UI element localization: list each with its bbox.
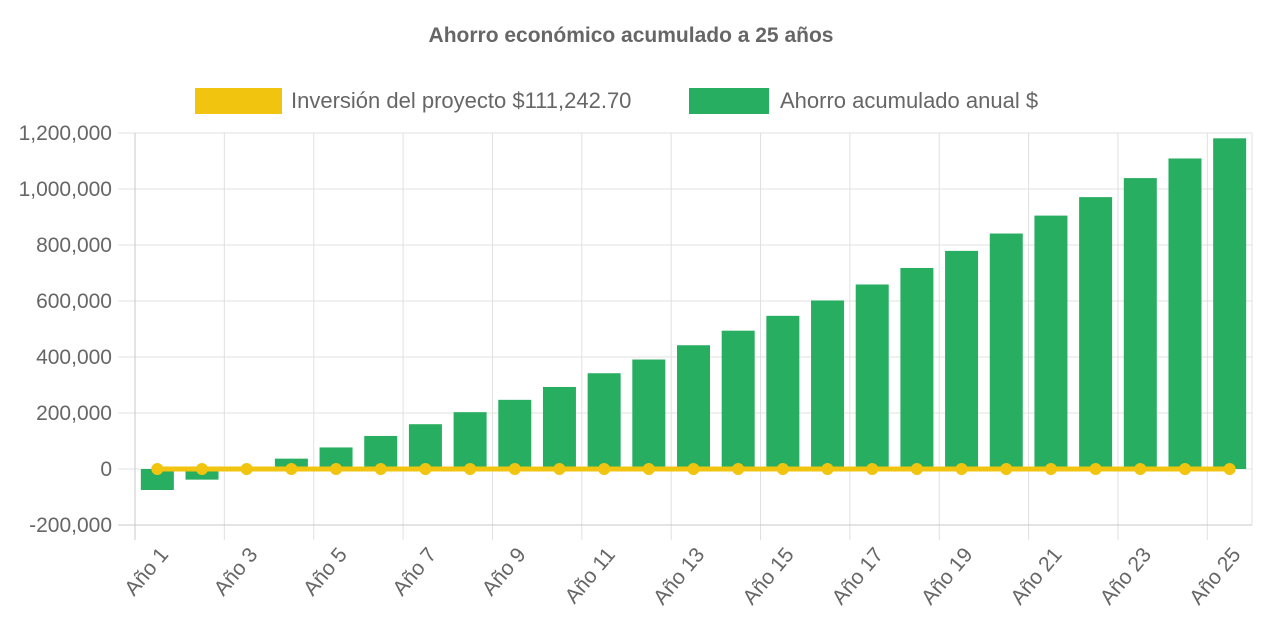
x-tick-label: Año 21 xyxy=(1006,543,1066,609)
investment-point xyxy=(732,463,745,475)
savings-bar xyxy=(855,284,889,469)
legend-label-savings: Ahorro acumulado anual $ xyxy=(780,88,1038,113)
investment-point xyxy=(240,463,253,475)
x-tick-label: Año 9 xyxy=(478,543,531,600)
investment-point xyxy=(464,463,477,475)
investment-point xyxy=(1000,463,1013,475)
investment-point xyxy=(553,463,566,475)
x-tick-label: Año 7 xyxy=(388,543,441,600)
investment-point xyxy=(598,463,611,475)
investment-point xyxy=(776,463,789,475)
x-tick-label: Año 13 xyxy=(649,543,709,609)
x-tick-label: Año 15 xyxy=(738,543,798,609)
y-tick-label: 1,000,000 xyxy=(19,178,112,201)
investment-point xyxy=(285,463,298,475)
y-tick-label: 0 xyxy=(100,458,112,481)
investment-point xyxy=(330,463,343,475)
savings-bar xyxy=(453,412,487,469)
y-tick-label: 800,000 xyxy=(36,234,112,257)
x-tick-label: Año 23 xyxy=(1096,543,1156,609)
x-tick-label: Año 5 xyxy=(299,543,352,600)
legend-item-investment[interactable]: Inversión del proyecto $111,242.70 xyxy=(195,88,631,114)
savings-bar xyxy=(1079,197,1113,469)
savings-bar xyxy=(319,447,353,469)
savings-bar xyxy=(989,233,1023,469)
legend-label-investment: Inversión del proyecto $111,242.70 xyxy=(291,88,631,113)
x-tick-label: Año 3 xyxy=(210,543,263,600)
investment-point xyxy=(1223,463,1236,475)
savings-bar xyxy=(945,250,979,469)
savings-bar xyxy=(542,386,576,469)
x-tick-label: Año 1 xyxy=(120,543,173,600)
y-axis-ticks: -200,000 0 200,000 400,000 600,000 800,000 1,0… xyxy=(19,122,112,537)
x-tick-label: Año 19 xyxy=(917,543,977,609)
investment-point xyxy=(1089,463,1102,475)
x-tick-label: Año 25 xyxy=(1185,543,1245,609)
x-axis-ticks: Año 1 Año 3 Año 5 Año 7 Año 9 Año 11 Año 13 Año… xyxy=(120,543,1245,609)
y-tick-label: 1,200,000 xyxy=(19,122,112,145)
investment-point xyxy=(151,463,164,475)
legend-item-savings[interactable]: Ahorro acumulado anual $ xyxy=(689,88,1038,114)
investment-point xyxy=(955,463,968,475)
investment-point xyxy=(1044,463,1057,475)
investment-point xyxy=(910,463,923,475)
savings-bar xyxy=(721,330,755,469)
savings-bar xyxy=(766,315,800,469)
savings-bar xyxy=(632,359,666,469)
investment-point xyxy=(642,463,655,475)
y-tick-label: 200,000 xyxy=(36,402,112,425)
investment-point xyxy=(821,463,834,475)
savings-bar xyxy=(1213,138,1247,469)
legend-swatch-investment xyxy=(195,88,282,114)
savings-bar xyxy=(587,373,621,469)
investment-point xyxy=(687,463,700,475)
investment-point xyxy=(1178,463,1191,475)
investment-point xyxy=(508,463,521,475)
chart-title: Ahorro económico acumulado a 25 años xyxy=(429,24,834,47)
x-tick-label: Año 17 xyxy=(828,543,888,609)
savings-bar xyxy=(811,300,845,469)
savings-bar xyxy=(498,399,532,469)
investment-point xyxy=(1134,463,1147,475)
investment-line xyxy=(151,463,1236,475)
investment-point xyxy=(419,463,432,475)
investment-point xyxy=(374,463,387,475)
x-tick-label: Año 11 xyxy=(561,543,620,608)
savings-bar xyxy=(140,469,174,490)
y-tick-label: 400,000 xyxy=(36,346,112,369)
legend: Inversión del proyecto $111,242.70 Ahorr… xyxy=(195,88,1038,114)
investment-point xyxy=(196,463,209,475)
investment-point xyxy=(866,463,879,475)
savings-bar xyxy=(1123,178,1157,469)
savings-bar xyxy=(1034,215,1068,469)
savings-bar xyxy=(677,345,710,469)
savings-bar xyxy=(1168,158,1202,470)
legend-swatch-savings xyxy=(689,88,769,114)
gridlines xyxy=(118,132,1253,540)
bars xyxy=(140,138,1247,490)
savings-bar xyxy=(900,267,934,469)
y-tick-label: 600,000 xyxy=(36,290,112,313)
y-tick-label: -200,000 xyxy=(29,514,112,537)
savings-bar xyxy=(408,424,442,469)
